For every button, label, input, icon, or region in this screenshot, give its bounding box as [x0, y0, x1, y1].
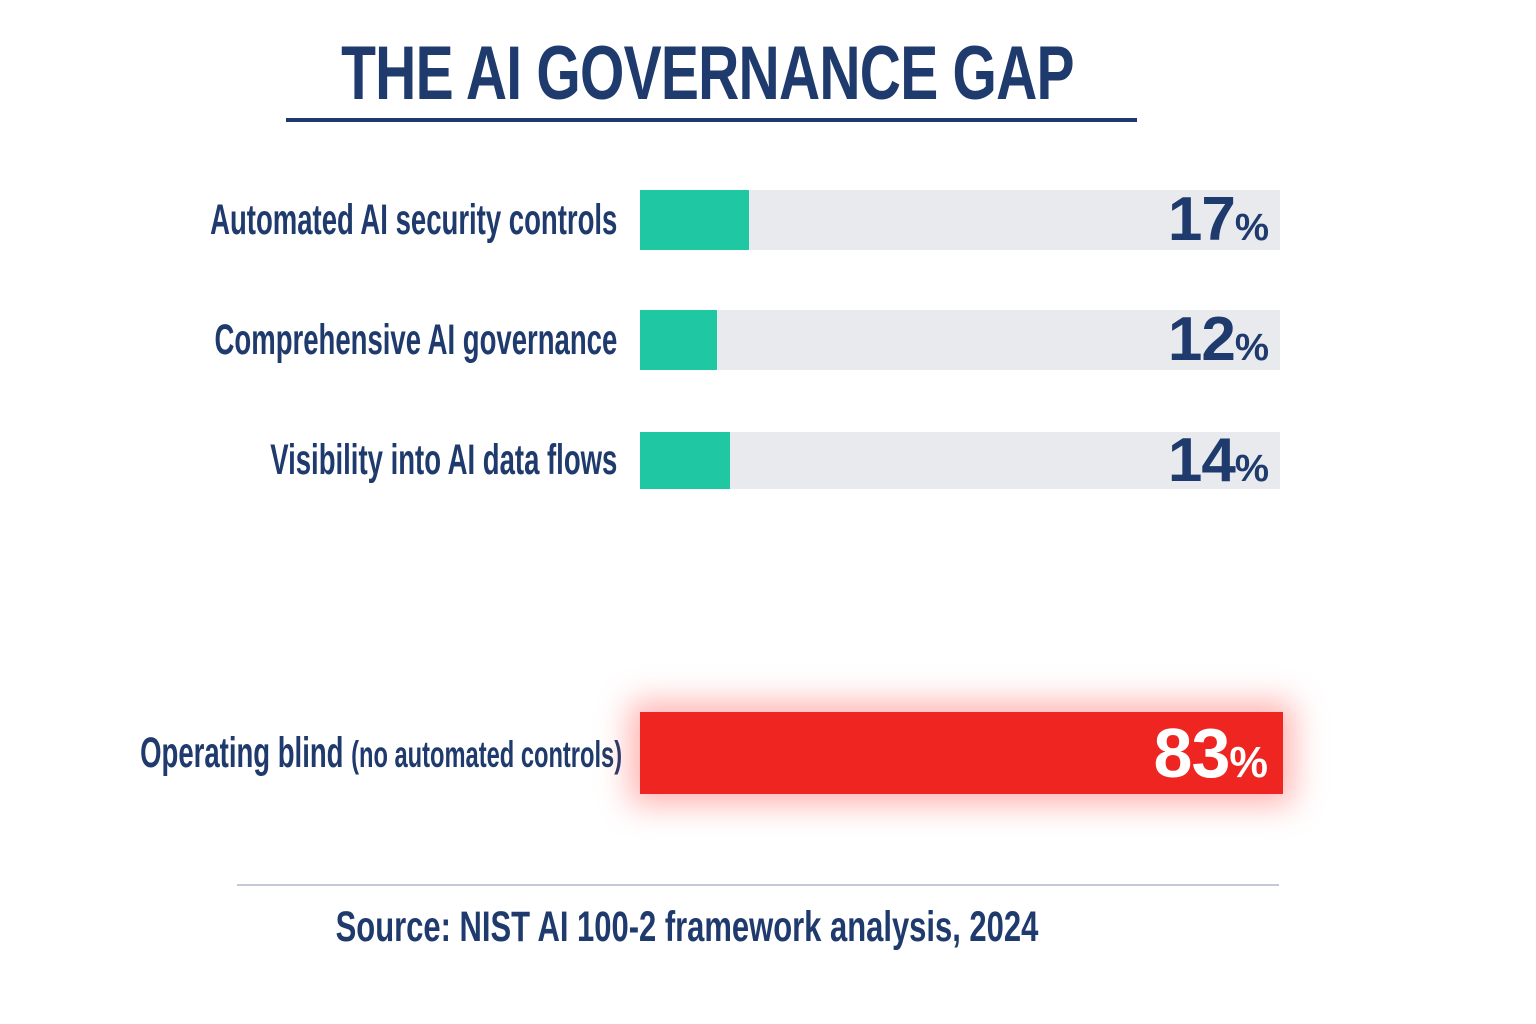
bar-track-emphasis: 83% — [640, 712, 1283, 794]
bar-value-unit: % — [1234, 446, 1269, 490]
bar-value-number: 14 — [1167, 425, 1236, 495]
bar-value-unit: % — [1234, 326, 1269, 369]
title-underline — [286, 118, 1137, 122]
bar-value-number: 17 — [1167, 185, 1236, 254]
bar-label-visibility-into-ai-data-flows: Visibility into AI data flows — [0, 432, 617, 489]
footer-divider — [237, 884, 1279, 886]
bar-label-automated-ai-security-controls: Automated AI security controls — [0, 190, 617, 250]
bar-value-number: 83 — [1153, 714, 1231, 792]
bar-label-text: Comprehensive AI governance — [214, 315, 617, 364]
bar-value: 83% — [1154, 718, 1283, 788]
bar-fill — [640, 190, 749, 250]
bar-track: 17% — [640, 189, 1280, 251]
bar-label-operating-blind: Operating blind (no automated controls) — [0, 712, 622, 794]
title-block: THE AI GOVERNANCE GAP — [0, 36, 1414, 112]
bar-value: 14% — [1168, 429, 1280, 492]
bar-fill — [640, 310, 717, 370]
bar-value-number: 12 — [1167, 305, 1236, 374]
source-block: Source: NIST AI 100-2 framework analysis… — [0, 902, 1374, 954]
bar-label-text: Visibility into AI data flows — [269, 436, 617, 484]
bar-fill — [640, 712, 1283, 794]
bar-label-text: Operating blind — [140, 728, 344, 777]
bar-value-unit: % — [1234, 206, 1269, 249]
bar-fill — [640, 432, 730, 489]
source-note: Source: NIST AI 100-2 framework analysis… — [335, 903, 1039, 951]
bar-track: 14% — [640, 429, 1280, 492]
bar-value-unit: % — [1229, 739, 1268, 787]
bar-value: 17% — [1168, 189, 1280, 251]
bar-value: 12% — [1168, 309, 1280, 371]
bar-label-suffix: (no automated controls) — [350, 733, 622, 775]
bar-label-text: Automated AI security controls — [209, 195, 617, 244]
page-title: THE AI GOVERNANCE GAP — [340, 31, 1074, 116]
bar-track: 12% — [640, 309, 1280, 371]
bar-label-comprehensive-ai-governance: Comprehensive AI governance — [0, 310, 617, 370]
